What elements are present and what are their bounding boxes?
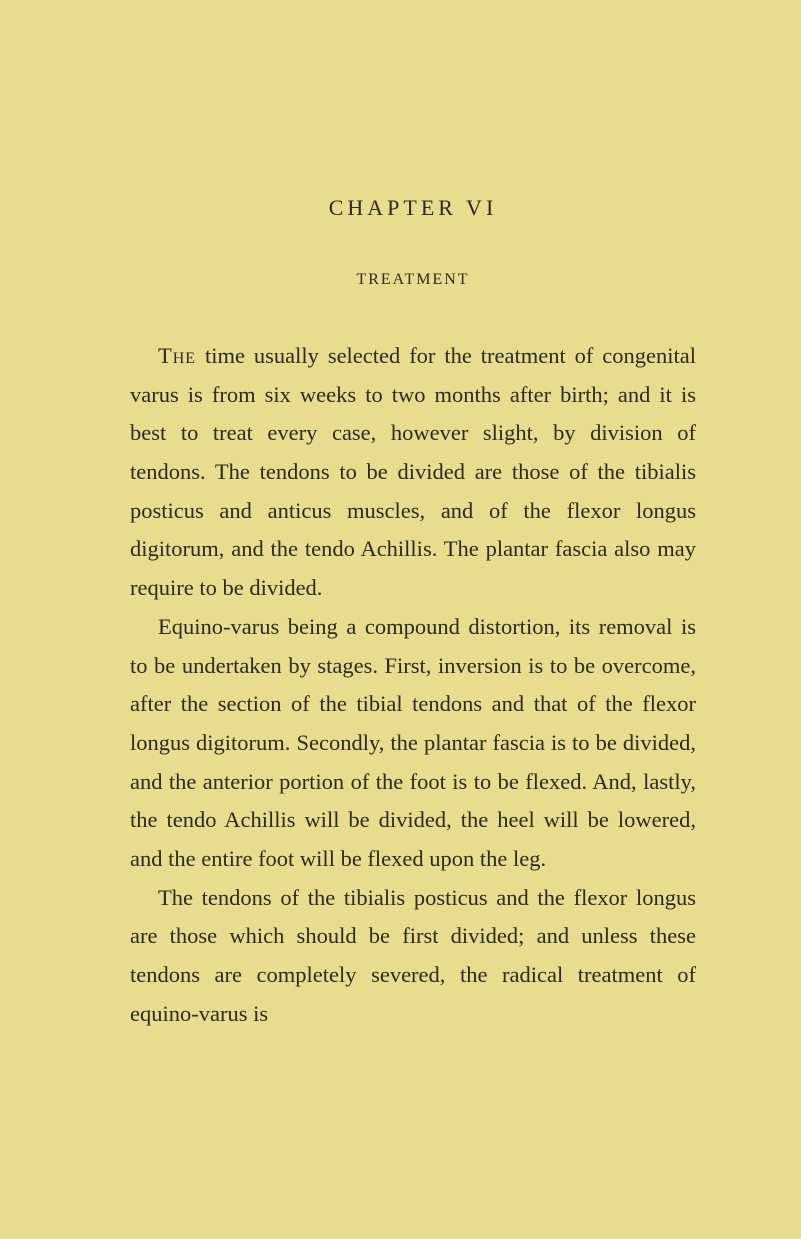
chapter-heading: CHAPTER VI [130,195,696,221]
paragraph-3: The tendons of the tibialis posticus and… [130,879,696,1034]
lead-word: The [158,343,196,368]
section-heading: TREATMENT [130,271,696,289]
paragraph-text: Equino-varus being a compound distortion… [130,614,696,871]
paragraph-text: time usually selected for the treatment … [130,343,696,600]
paragraph-text: The tendons of the tibialis posticus and… [130,885,696,1026]
document-page: CHAPTER VI TREATMENT The time usually se… [0,0,801,1093]
paragraph-2: Equino-varus being a compound distortion… [130,608,696,879]
paragraph-1: The time usually selected for the treatm… [130,337,696,608]
body-text: The time usually selected for the treatm… [130,337,696,1033]
